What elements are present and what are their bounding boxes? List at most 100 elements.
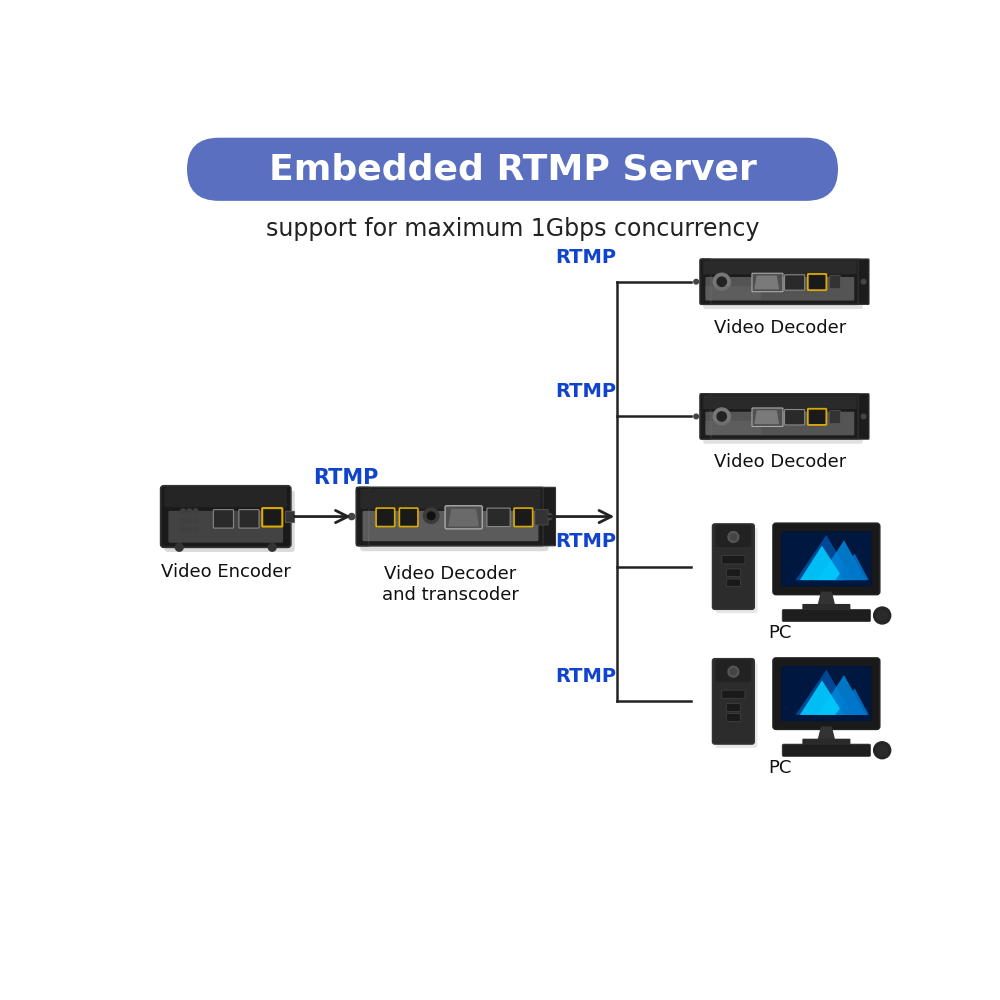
Circle shape	[730, 534, 736, 540]
Circle shape	[713, 273, 730, 290]
Circle shape	[546, 513, 552, 520]
FancyBboxPatch shape	[487, 508, 510, 527]
FancyBboxPatch shape	[700, 394, 711, 439]
FancyBboxPatch shape	[239, 510, 259, 528]
FancyBboxPatch shape	[399, 508, 418, 527]
FancyBboxPatch shape	[168, 511, 283, 543]
FancyBboxPatch shape	[285, 511, 295, 523]
Polygon shape	[754, 410, 779, 424]
FancyBboxPatch shape	[712, 659, 754, 744]
FancyBboxPatch shape	[262, 508, 282, 527]
Polygon shape	[795, 670, 853, 715]
FancyBboxPatch shape	[360, 489, 541, 509]
FancyBboxPatch shape	[726, 714, 740, 721]
Circle shape	[728, 532, 739, 542]
Polygon shape	[818, 540, 866, 580]
FancyBboxPatch shape	[165, 487, 287, 507]
FancyBboxPatch shape	[829, 410, 840, 423]
FancyBboxPatch shape	[165, 490, 295, 552]
Circle shape	[730, 669, 736, 675]
FancyBboxPatch shape	[705, 412, 854, 435]
FancyBboxPatch shape	[543, 487, 556, 546]
FancyBboxPatch shape	[700, 259, 860, 304]
Polygon shape	[835, 688, 869, 715]
Text: support for maximum 1Gbps concurrency: support for maximum 1Gbps concurrency	[266, 217, 759, 241]
Text: RTMP: RTMP	[556, 382, 617, 401]
FancyBboxPatch shape	[716, 659, 751, 682]
FancyBboxPatch shape	[726, 704, 740, 711]
Circle shape	[181, 509, 185, 513]
Circle shape	[187, 527, 192, 532]
Polygon shape	[817, 726, 836, 742]
Circle shape	[268, 544, 276, 551]
Circle shape	[713, 408, 730, 425]
Circle shape	[423, 508, 439, 523]
FancyBboxPatch shape	[161, 486, 291, 547]
FancyBboxPatch shape	[858, 394, 869, 439]
FancyBboxPatch shape	[829, 276, 840, 289]
Polygon shape	[818, 675, 866, 715]
FancyBboxPatch shape	[716, 662, 757, 748]
Text: RTMP: RTMP	[556, 248, 617, 267]
FancyBboxPatch shape	[781, 666, 871, 721]
FancyBboxPatch shape	[705, 421, 761, 435]
FancyBboxPatch shape	[808, 409, 826, 425]
FancyBboxPatch shape	[773, 658, 880, 729]
Circle shape	[717, 412, 726, 421]
Circle shape	[193, 509, 198, 513]
Polygon shape	[800, 546, 844, 580]
Circle shape	[874, 742, 891, 759]
Circle shape	[187, 518, 192, 523]
Circle shape	[694, 279, 698, 284]
Circle shape	[861, 414, 866, 419]
FancyBboxPatch shape	[700, 259, 711, 304]
FancyBboxPatch shape	[802, 739, 850, 747]
FancyBboxPatch shape	[802, 604, 850, 612]
FancyBboxPatch shape	[785, 410, 805, 425]
Polygon shape	[448, 509, 479, 527]
FancyBboxPatch shape	[356, 487, 545, 546]
Text: RTMP: RTMP	[556, 532, 617, 551]
FancyBboxPatch shape	[445, 506, 482, 529]
Circle shape	[694, 414, 698, 419]
FancyBboxPatch shape	[712, 524, 754, 609]
FancyBboxPatch shape	[716, 525, 751, 547]
Text: PC: PC	[768, 624, 792, 642]
FancyBboxPatch shape	[722, 555, 745, 564]
Circle shape	[175, 544, 183, 551]
FancyBboxPatch shape	[703, 264, 863, 309]
FancyBboxPatch shape	[781, 532, 871, 586]
FancyBboxPatch shape	[726, 569, 740, 577]
FancyBboxPatch shape	[360, 493, 549, 551]
Circle shape	[861, 279, 866, 284]
Text: Video Decoder
and transcoder: Video Decoder and transcoder	[382, 565, 519, 604]
FancyBboxPatch shape	[703, 395, 857, 409]
FancyBboxPatch shape	[722, 690, 745, 699]
Circle shape	[181, 527, 185, 532]
Text: Embedded RTMP Server: Embedded RTMP Server	[269, 152, 756, 186]
FancyBboxPatch shape	[705, 277, 854, 301]
Circle shape	[717, 277, 726, 286]
FancyBboxPatch shape	[187, 138, 838, 201]
FancyBboxPatch shape	[705, 286, 761, 300]
Text: RTMP: RTMP	[313, 468, 379, 488]
Text: PC: PC	[768, 759, 792, 777]
Circle shape	[193, 518, 198, 523]
FancyBboxPatch shape	[376, 508, 395, 527]
Polygon shape	[800, 680, 844, 715]
FancyBboxPatch shape	[703, 261, 857, 274]
Polygon shape	[817, 592, 836, 607]
Text: RTMP: RTMP	[556, 667, 617, 686]
FancyBboxPatch shape	[700, 394, 860, 439]
FancyBboxPatch shape	[785, 275, 805, 290]
Circle shape	[728, 666, 739, 677]
Circle shape	[193, 527, 198, 532]
Text: Video Decoder: Video Decoder	[714, 319, 846, 337]
FancyBboxPatch shape	[356, 487, 369, 546]
Circle shape	[874, 607, 891, 624]
FancyBboxPatch shape	[781, 666, 871, 721]
Circle shape	[349, 513, 355, 520]
FancyBboxPatch shape	[782, 609, 871, 622]
FancyBboxPatch shape	[703, 398, 863, 444]
FancyBboxPatch shape	[781, 532, 871, 586]
